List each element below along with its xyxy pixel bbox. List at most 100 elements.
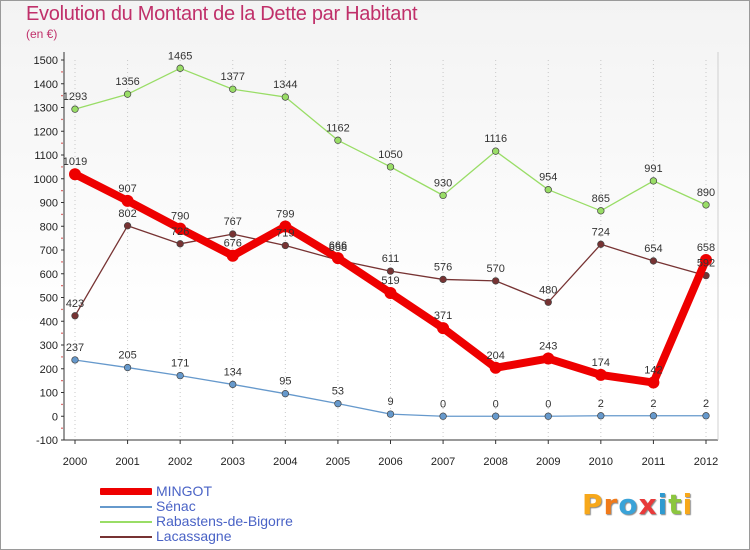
x-tick-label: 2009 xyxy=(536,456,560,468)
y-tick-label: 1100 xyxy=(34,150,58,162)
x-tick-label: 2008 xyxy=(483,456,507,468)
data-label: 243 xyxy=(539,341,557,353)
data-label: 2 xyxy=(598,398,604,410)
data-label: 719 xyxy=(276,227,294,239)
data-label: 174 xyxy=(592,357,610,369)
series-line-2 xyxy=(74,67,707,212)
data-label: 991 xyxy=(644,163,662,175)
data-point xyxy=(439,412,447,420)
data-point xyxy=(176,240,184,248)
legend-swatch-mingot xyxy=(100,488,152,495)
data-point xyxy=(71,105,79,113)
data-point xyxy=(334,136,342,144)
data-label: 1344 xyxy=(273,79,297,91)
data-label: 654 xyxy=(644,243,662,255)
grid xyxy=(74,60,707,440)
proxiti-logo: Proxiti xyxy=(582,488,693,521)
data-point xyxy=(123,363,132,372)
y-minor-tick xyxy=(61,71,63,73)
data-point xyxy=(439,191,447,200)
y-minor-tick xyxy=(61,284,63,287)
data-point xyxy=(702,201,710,209)
data-point xyxy=(229,85,237,93)
y-tick-label: 1400 xyxy=(34,79,58,91)
data-label: 1465 xyxy=(168,50,192,62)
y-minor-tick xyxy=(61,308,63,311)
y-tick-label: 500 xyxy=(40,293,58,305)
x-tick-label: 2003 xyxy=(221,456,245,468)
data-point xyxy=(281,93,289,101)
data-point xyxy=(594,368,607,381)
data-label: 204 xyxy=(486,350,504,362)
logo-letter: i xyxy=(657,488,669,521)
y-tick-label: 400 xyxy=(40,316,58,328)
y-tick-label: 800 xyxy=(40,221,58,233)
y-minor-tick xyxy=(61,427,63,429)
y-minor-tick xyxy=(61,142,63,144)
data-label: 1293 xyxy=(63,91,87,103)
data-point xyxy=(597,207,605,215)
legend-swatch-rabastens xyxy=(100,521,152,523)
legend-label-rabastens: Rabastens-de-Bigorre xyxy=(156,513,293,529)
data-label: 890 xyxy=(697,187,715,199)
data-point xyxy=(331,252,344,265)
y-tick-label: 1300 xyxy=(34,103,58,115)
data-label: 954 xyxy=(539,172,557,184)
x-tick-label: 2000 xyxy=(63,456,87,468)
data-point xyxy=(384,286,397,299)
data-point xyxy=(649,177,658,185)
y-minor-tick xyxy=(61,356,63,358)
logo-letter: P xyxy=(582,488,604,521)
data-point xyxy=(174,222,187,235)
data-point xyxy=(71,312,79,320)
data-label: 799 xyxy=(276,208,294,220)
axes: -100010020030040050060070080090010001100… xyxy=(34,52,719,468)
x-tick-label: 2002 xyxy=(168,456,192,468)
y-minor-tick xyxy=(61,213,63,216)
data-point xyxy=(386,163,395,171)
x-tick-label: 2005 xyxy=(326,456,350,468)
data-point xyxy=(597,240,605,248)
logo-letter: x xyxy=(638,488,658,521)
data-label: 658 xyxy=(329,242,347,254)
y-tick-label: 1200 xyxy=(34,126,58,138)
x-tick-label: 2010 xyxy=(589,456,613,468)
data-point xyxy=(649,257,658,265)
data-label: 480 xyxy=(539,284,557,296)
data-point xyxy=(700,253,712,266)
data-label: 371 xyxy=(434,310,452,322)
y-tick-label: 900 xyxy=(40,198,58,210)
y-tick-label: 0 xyxy=(52,411,58,423)
legend-swatch-lacassagne xyxy=(100,536,152,538)
data-label: 519 xyxy=(381,275,399,287)
legend-label-senac: Sénac xyxy=(156,498,196,514)
data-label: 0 xyxy=(493,398,499,410)
logo-letter: t xyxy=(668,488,683,521)
y-tick-label: -100 xyxy=(36,435,58,447)
data-label: 0 xyxy=(440,398,446,410)
data-label: 592 xyxy=(697,258,715,270)
data-label: 205 xyxy=(118,350,136,362)
data-point xyxy=(439,275,447,284)
data-labels: 237 205 171 134 95 53 9 0 0 0 2 2 2 1293 1356 1465 1377 1… xyxy=(63,50,715,410)
data-point xyxy=(229,230,237,238)
data-label: 134 xyxy=(224,366,242,378)
data-point xyxy=(334,400,342,408)
data-label: 726 xyxy=(171,226,189,238)
y-minor-tick xyxy=(61,94,63,97)
data-point xyxy=(71,356,79,364)
legend-label-mingot: MINGOT xyxy=(156,483,212,499)
data-point xyxy=(544,298,552,306)
x-tick-label: 2006 xyxy=(378,456,402,468)
data-point xyxy=(647,376,660,389)
y-tick-label: 1000 xyxy=(34,174,58,186)
data-point xyxy=(229,380,237,389)
data-point xyxy=(492,412,500,420)
y-tick-label: 100 xyxy=(40,388,58,400)
logo-letter: r xyxy=(603,488,619,521)
data-point xyxy=(123,222,132,230)
data-point xyxy=(281,390,289,398)
y-tick-label: 700 xyxy=(40,245,58,257)
data-label: 907 xyxy=(118,183,136,195)
data-point xyxy=(542,352,555,365)
